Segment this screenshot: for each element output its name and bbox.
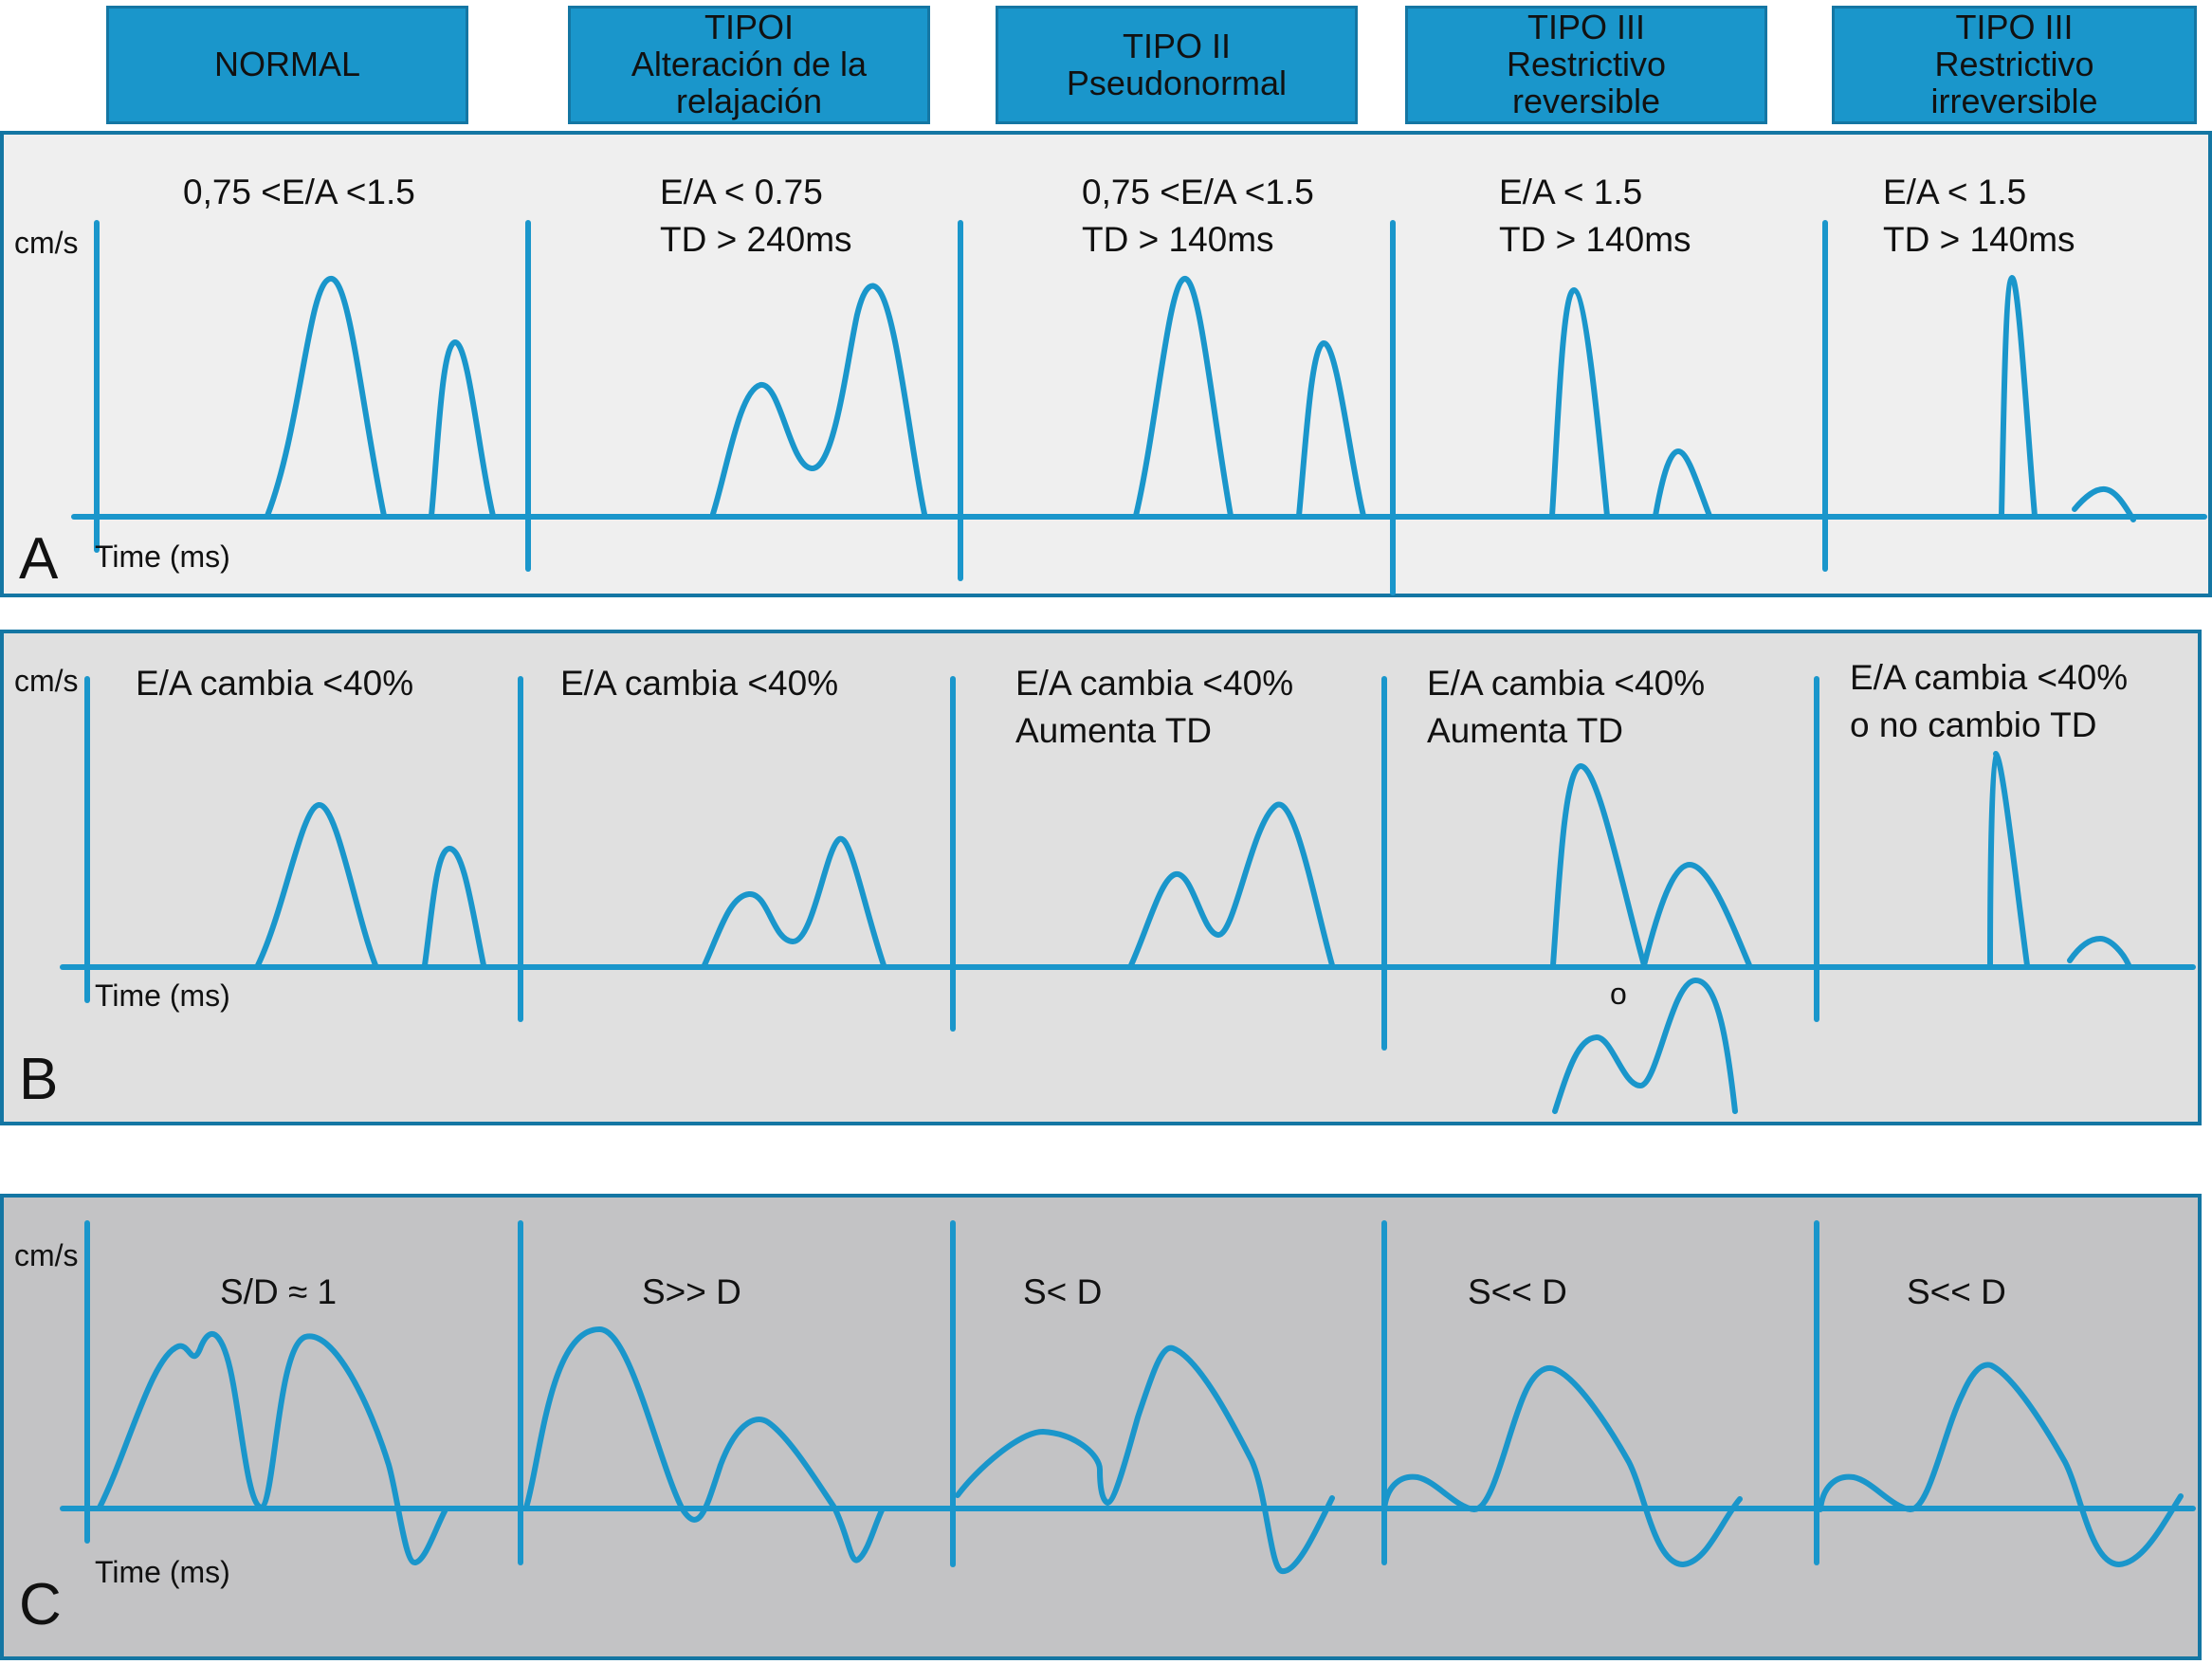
criteria-line: E/A cambia <40% bbox=[560, 664, 839, 703]
e-a-waveform bbox=[702, 835, 887, 968]
header-normal: NORMAL bbox=[106, 6, 468, 124]
header-line: Pseudonormal bbox=[1066, 63, 1288, 102]
panel-c-pulmonary-vein bbox=[0, 1194, 2202, 1660]
criteria-tipo-ii: S< D bbox=[1023, 1269, 1102, 1316]
header-tipo-iii-irreversible: TIPO III Restrictivo irreversible bbox=[1832, 6, 2197, 124]
criteria-line: TD > 140ms bbox=[1082, 220, 1274, 259]
x-axis-unit: Time (ms) bbox=[95, 978, 230, 1013]
criteria-tipo-iii-reversible: E/A < 1.5 TD > 140ms bbox=[1499, 169, 1691, 264]
e-wave bbox=[1999, 274, 2038, 519]
criteria-line: 0,75 <E/A <1.5 bbox=[183, 173, 415, 211]
criteria-tipo-i: E/A cambia <40% bbox=[560, 660, 838, 707]
criteria-line: S>> D bbox=[642, 1272, 741, 1311]
criteria-line: E/A < 1.5 bbox=[1499, 173, 1643, 211]
a-wave bbox=[2072, 485, 2136, 522]
e-a-waveform bbox=[710, 283, 927, 517]
s-d-waveform bbox=[1818, 1362, 2184, 1567]
panel-letter: A bbox=[19, 526, 59, 592]
y-axis-unit: cm/s bbox=[14, 1238, 79, 1272]
y-axis-unit: cm/s bbox=[14, 664, 79, 698]
alternative-waveform bbox=[1552, 977, 1738, 1114]
header-line: TIPO II bbox=[1122, 26, 1231, 65]
panel-b-valsalva bbox=[0, 630, 2202, 1125]
alternative-marker: o bbox=[1610, 977, 1627, 1011]
header-tipo-ii: TIPO II Pseudonormal bbox=[996, 6, 1358, 124]
criteria-tipo-iii-reversible: E/A cambia <40% Aumenta TD bbox=[1427, 660, 1705, 755]
header-line: irreversible bbox=[1930, 81, 2098, 120]
criteria-line: E/A < 1.5 bbox=[1883, 173, 2027, 211]
e-wave bbox=[255, 802, 378, 968]
criteria-tipo-ii: E/A cambia <40% Aumenta TD bbox=[1015, 660, 1293, 755]
a-wave bbox=[2067, 936, 2132, 970]
criteria-line: o no cambio TD bbox=[1850, 705, 2097, 744]
e-wave bbox=[265, 276, 387, 519]
s-d-waveform bbox=[97, 1331, 448, 1565]
criteria-line: TD > 240ms bbox=[660, 220, 852, 259]
x-axis-unit: Time (ms) bbox=[95, 539, 230, 574]
criteria-tipo-iii-irreversible: E/A < 1.5 TD > 140ms bbox=[1883, 169, 2075, 264]
criteria-normal: E/A cambia <40% bbox=[136, 660, 413, 707]
header-line: Alteración de la bbox=[631, 45, 868, 84]
criteria-line: E/A cambia <40% bbox=[136, 664, 414, 703]
criteria-line: TD > 140ms bbox=[1883, 220, 2075, 259]
s-d-waveform bbox=[523, 1326, 885, 1563]
criteria-line: S< D bbox=[1023, 1272, 1103, 1311]
s-d-waveform bbox=[955, 1344, 1335, 1574]
criteria-tipo-i: S>> D bbox=[642, 1269, 741, 1316]
x-axis-unit: Time (ms) bbox=[95, 1555, 230, 1589]
criteria-line: 0,75 <E/A <1.5 bbox=[1082, 173, 1314, 211]
a-wave bbox=[422, 846, 486, 968]
criteria-line: E/A < 0.75 bbox=[660, 173, 823, 211]
criteria-tipo-ii: 0,75 <E/A <1.5 TD > 140ms bbox=[1082, 169, 1314, 264]
header-tipo-i: TIPOI Alteración de la relajación bbox=[568, 6, 930, 124]
panel-letter: C bbox=[19, 1572, 62, 1637]
criteria-tipo-i: E/A < 0.75 TD > 240ms bbox=[660, 169, 852, 264]
e-wave bbox=[1987, 751, 2030, 970]
criteria-line: S/D ≈ 1 bbox=[220, 1272, 338, 1311]
criteria-line: E/A cambia <40% bbox=[1850, 658, 2129, 697]
e-wave bbox=[1133, 276, 1234, 519]
header-line: TIPO III bbox=[1526, 8, 1645, 47]
criteria-normal: 0,75 <E/A <1.5 bbox=[183, 169, 415, 216]
criteria-line: S<< D bbox=[1468, 1272, 1567, 1311]
header-tipo-iii-reversible: TIPO III Restrictivo reversible bbox=[1405, 6, 1767, 124]
e-wave bbox=[1549, 287, 1610, 519]
e-a-waveform bbox=[1550, 763, 1752, 968]
criteria-line: E/A cambia <40% bbox=[1015, 664, 1294, 703]
criteria-normal: S/D ≈ 1 bbox=[220, 1269, 337, 1316]
header-line: NORMAL bbox=[213, 45, 361, 84]
header-line: TIPOI bbox=[704, 8, 794, 47]
criteria-tipo-iii-irreversible: S<< D bbox=[1907, 1269, 2006, 1316]
header-line: relajación bbox=[675, 81, 823, 120]
criteria-line: TD > 140ms bbox=[1499, 220, 1691, 259]
criteria-tipo-iii-irreversible: E/A cambia <40% o no cambio TD bbox=[1850, 654, 2128, 749]
header-line: reversible bbox=[1511, 81, 1661, 120]
a-wave bbox=[429, 339, 496, 519]
s-d-waveform bbox=[1381, 1365, 1743, 1567]
panel-letter: B bbox=[19, 1047, 59, 1112]
header-line: TIPO III bbox=[1955, 8, 2074, 47]
criteria-line: S<< D bbox=[1907, 1272, 2006, 1311]
e-a-waveform bbox=[1128, 801, 1335, 968]
y-axis-unit: cm/s bbox=[14, 226, 79, 260]
a-wave bbox=[1296, 340, 1366, 519]
header-line: Restrictivo bbox=[1506, 45, 1667, 84]
criteria-line: Aumenta TD bbox=[1015, 711, 1213, 750]
criteria-line: E/A cambia <40% bbox=[1427, 664, 1706, 703]
a-wave bbox=[1653, 448, 1712, 519]
criteria-line: Aumenta TD bbox=[1427, 711, 1624, 750]
header-line: Restrictivo bbox=[1934, 45, 2094, 84]
criteria-tipo-iii-reversible: S<< D bbox=[1468, 1269, 1567, 1316]
